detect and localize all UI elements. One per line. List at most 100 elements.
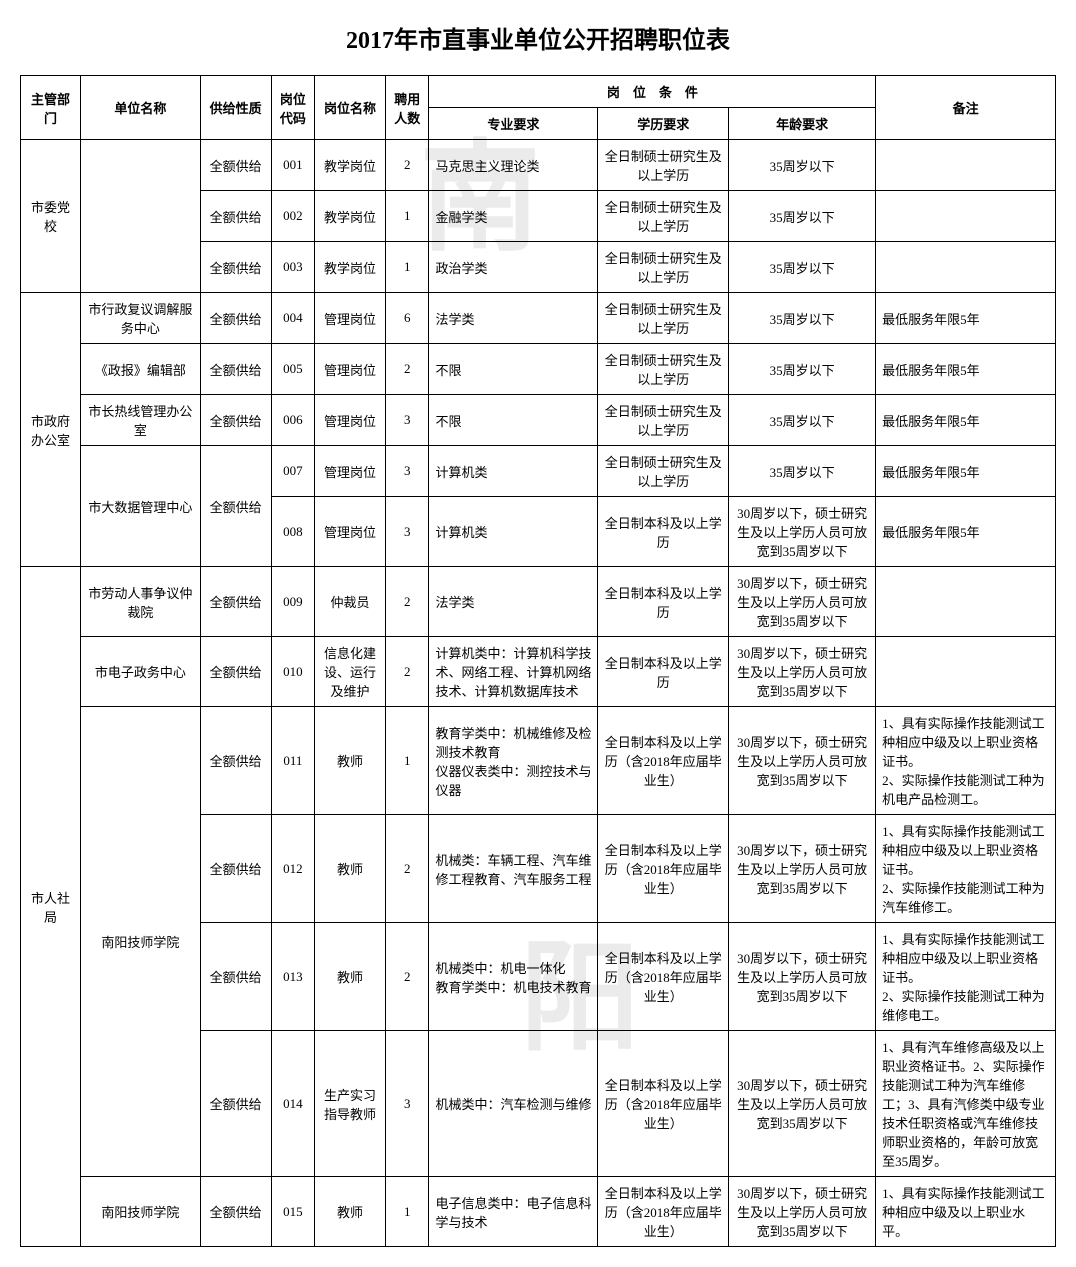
cell-code: 014 xyxy=(271,1031,315,1177)
th-age: 年龄要求 xyxy=(729,108,876,140)
cell-supply: 全额供给 xyxy=(200,923,271,1031)
cell-supply: 全额供给 xyxy=(200,191,271,242)
cell-supply: 全额供给 xyxy=(200,242,271,293)
cell-major: 计算机类 xyxy=(429,497,598,567)
cell-remark xyxy=(876,191,1056,242)
cell-major: 机械类中：汽车检测与维修 xyxy=(429,1031,598,1177)
th-code: 岗位代码 xyxy=(271,76,315,140)
cell-posname: 管理岗位 xyxy=(315,497,386,567)
cell-major: 机械类：车辆工程、汽车维修工程教育、汽车服务工程 xyxy=(429,815,598,923)
cell-supply: 全额供给 xyxy=(200,1177,271,1247)
cell-edu: 全日制本科及以上学历（含2018年应届毕业生） xyxy=(598,923,729,1031)
cell-major: 政治学类 xyxy=(429,242,598,293)
cell-dept: 市人社局 xyxy=(21,567,81,1247)
cell-remark xyxy=(876,567,1056,637)
cell-unit: 市大数据管理中心 xyxy=(80,446,200,567)
th-posname: 岗位名称 xyxy=(315,76,386,140)
cell-edu: 全日制硕士研究生及以上学历 xyxy=(598,242,729,293)
cell-unit: 南阳技师学院 xyxy=(80,1177,200,1247)
table-head: 主管部门 单位名称 供给性质 岗位代码 岗位名称 聘用人数 岗 位 条 件 备注… xyxy=(21,76,1056,140)
cell-remark xyxy=(876,242,1056,293)
table-row: 市长热线管理办公室全额供给006管理岗位3不限全日制硕士研究生及以上学历35周岁… xyxy=(21,395,1056,446)
cell-count: 6 xyxy=(385,293,429,344)
cell-edu: 全日制本科及以上学历（含2018年应届毕业生） xyxy=(598,815,729,923)
th-remark: 备注 xyxy=(876,76,1056,140)
table-row: 市电子政务中心全额供给010信息化建设、运行及维护2计算机类中：计算机科学技术、… xyxy=(21,637,1056,707)
cell-major: 法学类 xyxy=(429,293,598,344)
cell-remark: 1、具有实际操作技能测试工种相应中级及以上职业资格证书。 2、实际操作技能测试工… xyxy=(876,815,1056,923)
cell-supply: 全额供给 xyxy=(200,344,271,395)
cell-remark: 最低服务年限5年 xyxy=(876,395,1056,446)
cell-posname: 管理岗位 xyxy=(315,293,386,344)
cell-code: 011 xyxy=(271,707,315,815)
cell-code: 013 xyxy=(271,923,315,1031)
cell-supply: 全额供给 xyxy=(200,140,271,191)
cell-supply: 全额供给 xyxy=(200,707,271,815)
cell-code: 009 xyxy=(271,567,315,637)
cell-count: 1 xyxy=(385,242,429,293)
cell-unit: 市长热线管理办公室 xyxy=(80,395,200,446)
cell-edu: 全日制本科及以上学历（含2018年应届毕业生） xyxy=(598,707,729,815)
cell-supply: 全额供给 xyxy=(200,1031,271,1177)
th-major: 专业要求 xyxy=(429,108,598,140)
cell-major: 教育学类中：机械维修及检测技术教育 仪器仪表类中：测控技术与仪器 xyxy=(429,707,598,815)
cell-posname: 仲裁员 xyxy=(315,567,386,637)
cell-major: 金融学类 xyxy=(429,191,598,242)
cell-age: 30周岁以下，硕士研究生及以上学历人员可放宽到35周岁以下 xyxy=(729,1177,876,1247)
cell-code: 005 xyxy=(271,344,315,395)
cell-edu: 全日制硕士研究生及以上学历 xyxy=(598,446,729,497)
cell-unit: 市电子政务中心 xyxy=(80,637,200,707)
cell-major: 计算机类 xyxy=(429,446,598,497)
cell-code: 001 xyxy=(271,140,315,191)
cell-remark: 最低服务年限5年 xyxy=(876,497,1056,567)
cell-age: 35周岁以下 xyxy=(729,344,876,395)
cell-code: 006 xyxy=(271,395,315,446)
cell-code: 012 xyxy=(271,815,315,923)
th-supply: 供给性质 xyxy=(200,76,271,140)
cell-age: 35周岁以下 xyxy=(729,140,876,191)
cell-age: 35周岁以下 xyxy=(729,242,876,293)
cell-major: 不限 xyxy=(429,395,598,446)
cell-remark: 1、具有实际操作技能测试工种相应中级及以上职业资格证书。 2、实际操作技能测试工… xyxy=(876,923,1056,1031)
page-title: 2017年市直事业单位公开招聘职位表 xyxy=(20,20,1056,55)
cell-count: 3 xyxy=(385,395,429,446)
cell-unit: 南阳技师学院 xyxy=(80,707,200,1177)
cell-posname: 管理岗位 xyxy=(315,344,386,395)
cell-posname: 生产实习指导教师 xyxy=(315,1031,386,1177)
cell-remark: 1、具有汽车维修高级及以上职业资格证书。2、实际操作技能测试工种为汽车维修工；3… xyxy=(876,1031,1056,1177)
table-row: 市大数据管理中心全额供给007管理岗位3计算机类全日制硕士研究生及以上学历35周… xyxy=(21,446,1056,497)
cell-count: 3 xyxy=(385,497,429,567)
cell-remark xyxy=(876,637,1056,707)
cell-count: 3 xyxy=(385,1031,429,1177)
recruitment-table: 主管部门 单位名称 供给性质 岗位代码 岗位名称 聘用人数 岗 位 条 件 备注… xyxy=(20,75,1056,1247)
cell-major: 不限 xyxy=(429,344,598,395)
cell-age: 35周岁以下 xyxy=(729,293,876,344)
cell-supply: 全额供给 xyxy=(200,567,271,637)
cell-count: 2 xyxy=(385,923,429,1031)
cell-edu: 全日制硕士研究生及以上学历 xyxy=(598,191,729,242)
cell-code: 008 xyxy=(271,497,315,567)
cell-supply: 全额供给 xyxy=(200,395,271,446)
cell-major: 法学类 xyxy=(429,567,598,637)
cell-edu: 全日制硕士研究生及以上学历 xyxy=(598,293,729,344)
cell-posname: 教师 xyxy=(315,923,386,1031)
cell-posname: 教师 xyxy=(315,815,386,923)
cell-count: 2 xyxy=(385,637,429,707)
cell-count: 1 xyxy=(385,191,429,242)
cell-posname: 教学岗位 xyxy=(315,140,386,191)
cell-count: 2 xyxy=(385,344,429,395)
table-row: 南阳技师学院全额供给015教师1电子信息类中：电子信息科学与技术全日制本科及以上… xyxy=(21,1177,1056,1247)
cell-major: 电子信息类中：电子信息科学与技术 xyxy=(429,1177,598,1247)
cell-edu: 全日制本科及以上学历（含2018年应届毕业生） xyxy=(598,1031,729,1177)
cell-edu: 全日制本科及以上学历 xyxy=(598,567,729,637)
cell-code: 010 xyxy=(271,637,315,707)
cell-age: 30周岁以下，硕士研究生及以上学历人员可放宽到35周岁以下 xyxy=(729,567,876,637)
cell-count: 1 xyxy=(385,1177,429,1247)
cell-count: 1 xyxy=(385,707,429,815)
cell-edu: 全日制本科及以上学历 xyxy=(598,637,729,707)
cell-code: 015 xyxy=(271,1177,315,1247)
cell-posname: 教学岗位 xyxy=(315,191,386,242)
th-conditions: 岗 位 条 件 xyxy=(429,76,876,108)
cell-unit: 市行政复议调解服务中心 xyxy=(80,293,200,344)
cell-unit: 《政报》编辑部 xyxy=(80,344,200,395)
